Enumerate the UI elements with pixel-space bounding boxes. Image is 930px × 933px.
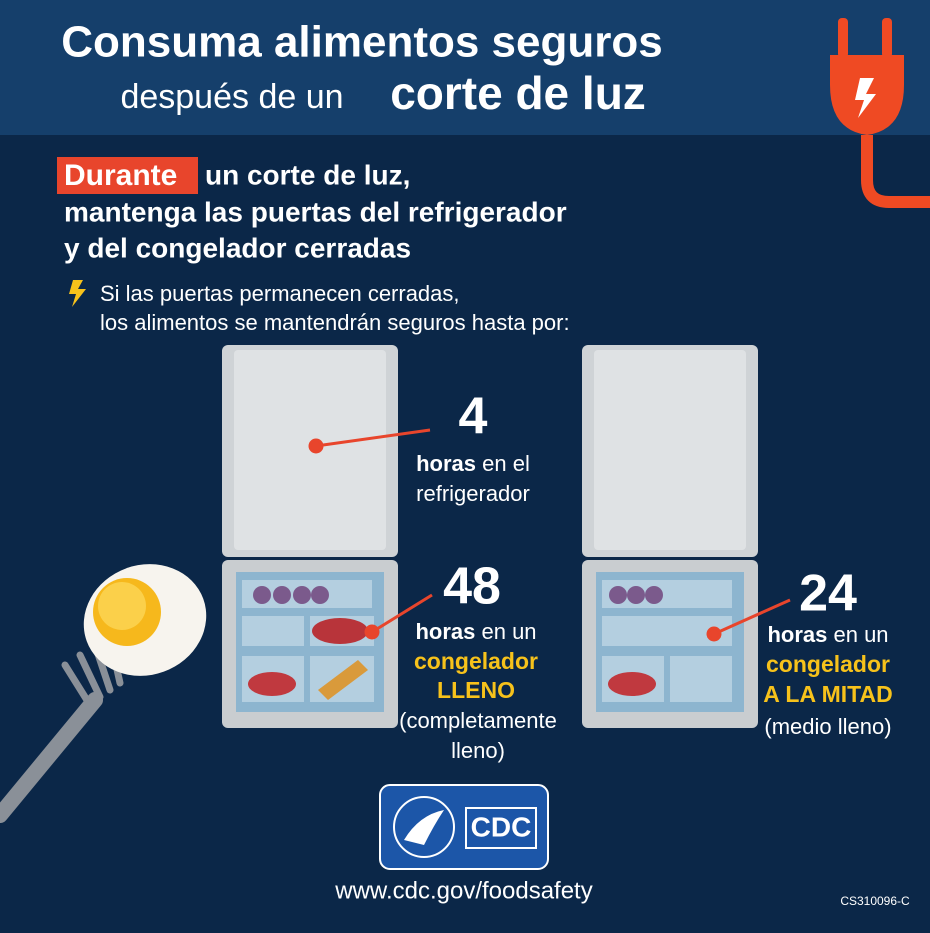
headline: y del congelador cerradas	[64, 232, 411, 263]
egg-fork	[0, 564, 207, 823]
bolt-icon	[69, 280, 86, 307]
callout-highlight: congelador	[414, 648, 538, 674]
note: los alimentos se mantendrán seguros hast…	[100, 310, 570, 335]
cdc-logo: CDC	[379, 784, 549, 870]
headline: mantenga las puertas del refrigerador	[64, 196, 567, 227]
callout-text: (medio lleno)	[764, 714, 891, 739]
callout-text: horas en el	[416, 451, 530, 476]
title-emphasis: corte de luz	[390, 67, 646, 119]
code: CS310096-C	[840, 894, 910, 908]
callout-bold: horas	[415, 619, 475, 644]
headline-highlight: Durante	[64, 159, 177, 192]
callout-rest: en el	[482, 451, 530, 476]
pointer	[308, 428, 791, 642]
fridge-full	[222, 345, 398, 728]
callout-text: horas en un	[415, 619, 536, 644]
highlight-box	[57, 157, 198, 194]
plug-icon	[830, 18, 930, 208]
hours-number: 24	[799, 565, 857, 623]
hours-number: 48	[443, 558, 501, 616]
callout-highlight: LLENO	[437, 677, 515, 703]
logo-text: CDC	[471, 811, 532, 842]
header-band	[0, 0, 930, 135]
note: Si las puertas permanecen cerradas,	[100, 281, 460, 306]
url: www.cdc.gov/foodsafety	[334, 877, 592, 904]
hours-number: 4	[459, 388, 488, 446]
headline: un corte de luz,	[205, 159, 410, 190]
callout-rest: en un	[833, 622, 888, 647]
title-sub: después de un	[120, 78, 343, 116]
callout-rest: en un	[481, 619, 536, 644]
callout-bold: horas	[767, 622, 827, 647]
callout-bold: horas	[416, 451, 476, 476]
callout-text: horas en un	[767, 622, 888, 647]
callout-text: refrigerador	[416, 481, 530, 506]
fridge-half	[582, 345, 758, 728]
callout-text: lleno)	[451, 738, 505, 763]
callout-highlight: congelador	[766, 651, 890, 677]
callout-highlight: A LA MITAD	[763, 681, 892, 707]
title: Consuma alimentos seguros	[61, 18, 662, 67]
callout-text: (completamente	[399, 708, 557, 733]
